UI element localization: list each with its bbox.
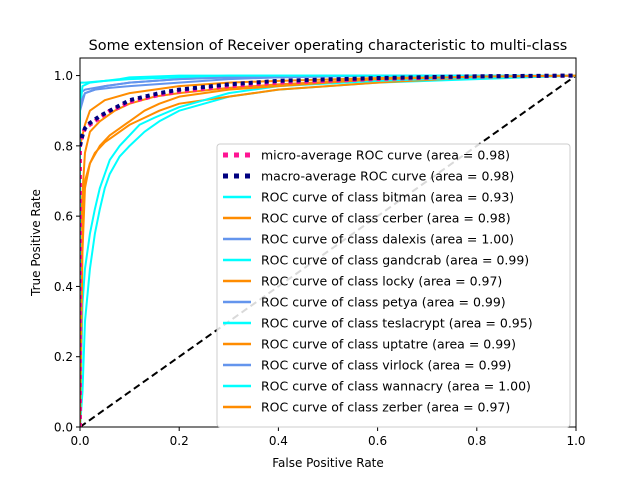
- legend-label: ROC curve of class uptatre (area = 0.99): [261, 337, 516, 352]
- legend-label: micro-average ROC curve (area = 0.98): [261, 148, 510, 163]
- legend-label: ROC curve of class dalexis (area = 1.00): [261, 232, 514, 247]
- roc-chart: Some extension of Receiver operating cha…: [0, 0, 640, 480]
- legend-label: ROC curve of class cerber (area = 0.98): [261, 211, 511, 226]
- legend-label: ROC curve of class petya (area = 0.99): [261, 295, 506, 310]
- legend-label: ROC curve of class gandcrab (area = 0.99…: [261, 253, 529, 268]
- legend-label: ROC curve of class locky (area = 0.97): [261, 274, 502, 289]
- x-tick-label: 0.8: [467, 434, 486, 448]
- y-tick-label: 0.8: [54, 139, 73, 153]
- y-tick-label: 0.2: [54, 350, 73, 364]
- y-tick-label: 0.6: [54, 210, 73, 224]
- y-axis-label: True Positive Rate: [29, 189, 43, 297]
- x-tick-label: 0.4: [269, 434, 288, 448]
- legend-label: ROC curve of class zerber (area = 0.97): [261, 400, 510, 415]
- x-axis-label: False Positive Rate: [272, 456, 384, 470]
- y-tick-label: 0.4: [54, 280, 73, 294]
- y-tick-label: 0.0: [54, 421, 73, 435]
- x-tick-label: 0.2: [170, 434, 189, 448]
- x-tick-label: 1.0: [566, 434, 585, 448]
- legend-label: ROC curve of class teslacrypt (area = 0.…: [261, 316, 533, 331]
- y-tick-label: 1.0: [54, 69, 73, 83]
- x-tick-label: 0.0: [70, 434, 89, 448]
- chart-title: Some extension of Receiver operating cha…: [89, 38, 568, 54]
- legend-label: macro-average ROC curve (area = 0.98): [261, 169, 514, 184]
- x-tick-label: 0.6: [368, 434, 387, 448]
- legend-label: ROC curve of class bitman (area = 0.93): [261, 190, 514, 205]
- legend: micro-average ROC curve (area = 0.98) mac…: [217, 144, 570, 427]
- legend-label: ROC curve of class virlock (area = 0.99): [261, 358, 511, 373]
- legend-label: ROC curve of class wannacry (area = 1.00…: [261, 379, 531, 394]
